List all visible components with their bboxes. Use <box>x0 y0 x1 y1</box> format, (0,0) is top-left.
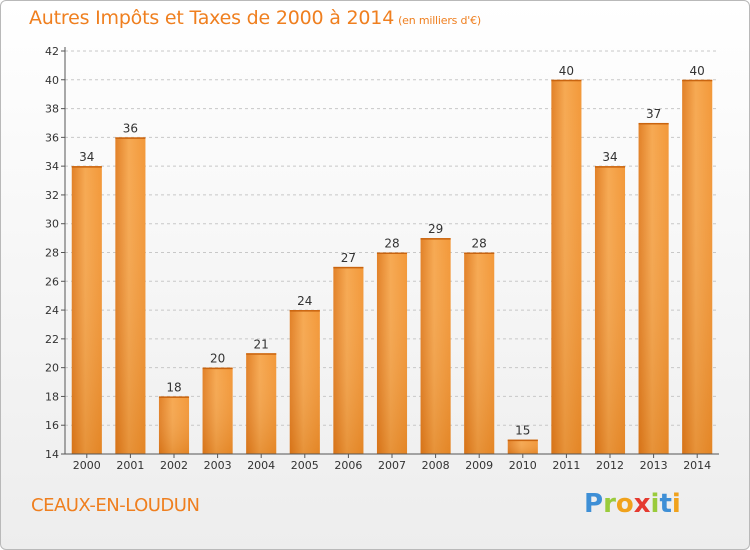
bar-shade <box>71 166 102 454</box>
bar-shade <box>420 238 451 454</box>
x-tick-label: 2005 <box>291 459 319 472</box>
y-tick-label: 24 <box>45 304 59 317</box>
bar-value-label: 29 <box>428 222 443 236</box>
x-tick-label: 2014 <box>683 459 711 472</box>
y-tick-label: 42 <box>45 45 59 58</box>
y-tick-label: 28 <box>45 247 59 260</box>
bar-top-edge <box>115 137 146 139</box>
bar-top-edge <box>682 79 713 82</box>
x-tick-label: 2009 <box>465 459 493 472</box>
bar-value-label: 24 <box>297 294 312 308</box>
bar-value-label: 34 <box>602 150 617 164</box>
y-tick-label: 40 <box>45 74 59 87</box>
bar-shade <box>333 266 364 454</box>
y-tick-label: 20 <box>45 362 59 375</box>
x-tick-label: 2000 <box>73 459 101 472</box>
bar-top-edge <box>551 79 582 82</box>
proxiti-logo: Proxiti <box>584 489 681 519</box>
logo-letter: i <box>650 489 660 519</box>
bar-value-label: 34 <box>79 150 94 164</box>
value-labels: 34 36 18 20 21 24 27 28 29 28 15 40 34 37 40 <box>79 64 705 438</box>
logo-letter: P <box>584 489 604 519</box>
bar-value-label: 40 <box>559 64 574 78</box>
y-tick-label: 34 <box>45 160 59 173</box>
x-tick-label: 2002 <box>160 459 188 472</box>
bar-value-label: 37 <box>646 107 661 121</box>
x-tick-label: 2012 <box>596 459 624 472</box>
chart-title-text: Autres Impôts et Taxes de 2000 à 2014 <box>29 7 395 29</box>
y-tick-label: 36 <box>45 131 59 144</box>
y-tick-label: 30 <box>45 218 59 231</box>
logo-letter: t <box>659 489 672 519</box>
logo-letter: i <box>671 489 681 519</box>
bar-shade <box>551 79 582 455</box>
bar-top-edge <box>594 166 626 168</box>
y-tick-label: 38 <box>45 103 59 116</box>
bar-top-edge <box>289 310 320 312</box>
y-tick-label: 14 <box>45 448 59 461</box>
x-tick-label: 2001 <box>116 459 144 472</box>
bar-value-label: 28 <box>472 237 487 251</box>
logo-letter: r <box>603 489 616 519</box>
bar-shade <box>507 439 538 454</box>
commune-name: CEAUX-EN-LOUDUN <box>31 495 200 516</box>
y-tick-label: 22 <box>45 333 59 346</box>
y-tick-label: 26 <box>45 275 59 288</box>
y-tick-label: 18 <box>45 390 59 403</box>
x-tick-label: 2004 <box>247 459 275 472</box>
bar-shade <box>376 252 408 454</box>
bar-value-label: 28 <box>384 237 399 251</box>
bar-shade <box>115 137 146 454</box>
bar-top-edge <box>158 396 190 398</box>
x-tick-label: 2010 <box>509 459 537 472</box>
bar-top-edge <box>638 122 669 125</box>
x-tick-label: 2013 <box>640 459 668 472</box>
bar-shade <box>202 367 233 454</box>
x-tick-label: 2003 <box>204 459 232 472</box>
bar-shade <box>682 79 713 455</box>
bar-top-edge <box>246 353 277 355</box>
bar-top-edge <box>333 266 364 269</box>
bar-shade <box>289 310 320 454</box>
logo-letter: o <box>615 489 634 519</box>
bar-value-label: 21 <box>254 337 269 351</box>
bar-value-label: 20 <box>210 352 225 366</box>
x-tick-label: 2011 <box>552 459 580 472</box>
bar-shade <box>638 122 669 454</box>
x-tick-label: 2007 <box>378 459 406 472</box>
bar-shade <box>594 166 626 454</box>
bar-value-label: 15 <box>515 424 530 438</box>
bar-value-label: 18 <box>166 380 181 394</box>
axes: 14 16 18 20 22 24 26 28 30 32 34 36 38 40 42 2000 2001 20… <box>45 45 719 472</box>
bar-top-edge <box>507 439 538 442</box>
chart-subtitle: (en milliers d'€) <box>398 14 481 27</box>
logo-letter: x <box>633 489 651 519</box>
bar-value-label: 27 <box>341 251 356 265</box>
x-tick-label: 2008 <box>422 459 450 472</box>
bar-shade <box>158 396 190 454</box>
bar-value-label: 36 <box>123 121 138 135</box>
bar-top-edge <box>71 166 102 168</box>
x-tick-label: 2006 <box>334 459 362 472</box>
bar-top-edge <box>464 252 495 254</box>
bars <box>71 79 713 455</box>
chart-title: Autres Impôts et Taxes de 2000 à 2014 (en… <box>29 7 481 29</box>
bar-top-edge <box>420 238 451 240</box>
y-tick-label: 16 <box>45 419 59 432</box>
y-tick-label: 32 <box>45 189 59 202</box>
bar-value-label: 40 <box>690 64 705 78</box>
bar-top-edge <box>202 367 233 370</box>
bar-shade <box>464 252 495 454</box>
bar-shade <box>246 353 277 454</box>
bar-top-edge <box>376 252 408 254</box>
